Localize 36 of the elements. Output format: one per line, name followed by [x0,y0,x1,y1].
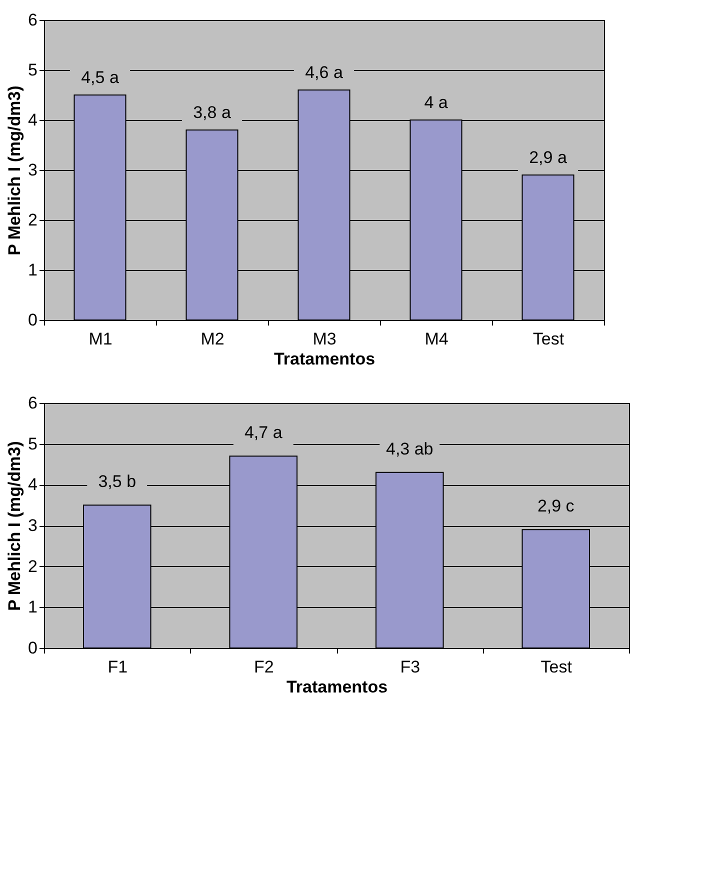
data-label: 4 a [424,93,448,112]
y-tick-label: 4 [28,110,38,130]
data-label: 4,7 a [244,423,283,442]
x-axis-title: Tratamentos [286,678,388,696]
y-tick-label: 2 [28,210,38,230]
x-tick-label: Test [540,658,572,676]
x-tick-label: M4 [424,330,448,348]
x-tick-label: Test [532,330,564,348]
y-tick-label: 0 [28,638,38,658]
y-tick-label: 5 [28,434,38,454]
y-tick-label: 1 [28,260,38,280]
x-tick-label: F2 [254,658,274,676]
data-label: 4,6 a [305,63,344,82]
y-tick-label: 4 [28,475,38,494]
x-tick-label: F3 [400,658,420,676]
y-tick-label: 2 [28,556,38,576]
y-tick-label: 1 [28,598,38,617]
y-tick-label: 3 [28,516,38,535]
x-axis-title: Tratamentos [274,350,376,368]
x-tick-label: M1 [88,330,112,348]
data-label: 3,8 a [193,103,232,122]
x-tick-label: F1 [108,658,128,676]
y-tick-label: 6 [28,10,38,30]
data-label: 4,3 ab [386,439,434,458]
y-tick-label: 6 [28,394,38,412]
y-axis-title: P Mehlich I (mg/dm3) [5,86,24,256]
y-tick-label: 0 [28,310,38,330]
data-label: 2,9 c [537,496,575,516]
y-tick-label: 3 [28,160,38,180]
y-tick-label: 5 [28,60,38,80]
data-label: 3,5 b [98,472,136,492]
y-axis-title: P Mehlich I (mg/dm3) [5,441,24,611]
data-label: 4,5 a [81,68,120,87]
x-tick-label: M2 [200,330,224,348]
x-tick-label: M3 [312,330,336,348]
data-label: 2,9 a [529,148,568,167]
